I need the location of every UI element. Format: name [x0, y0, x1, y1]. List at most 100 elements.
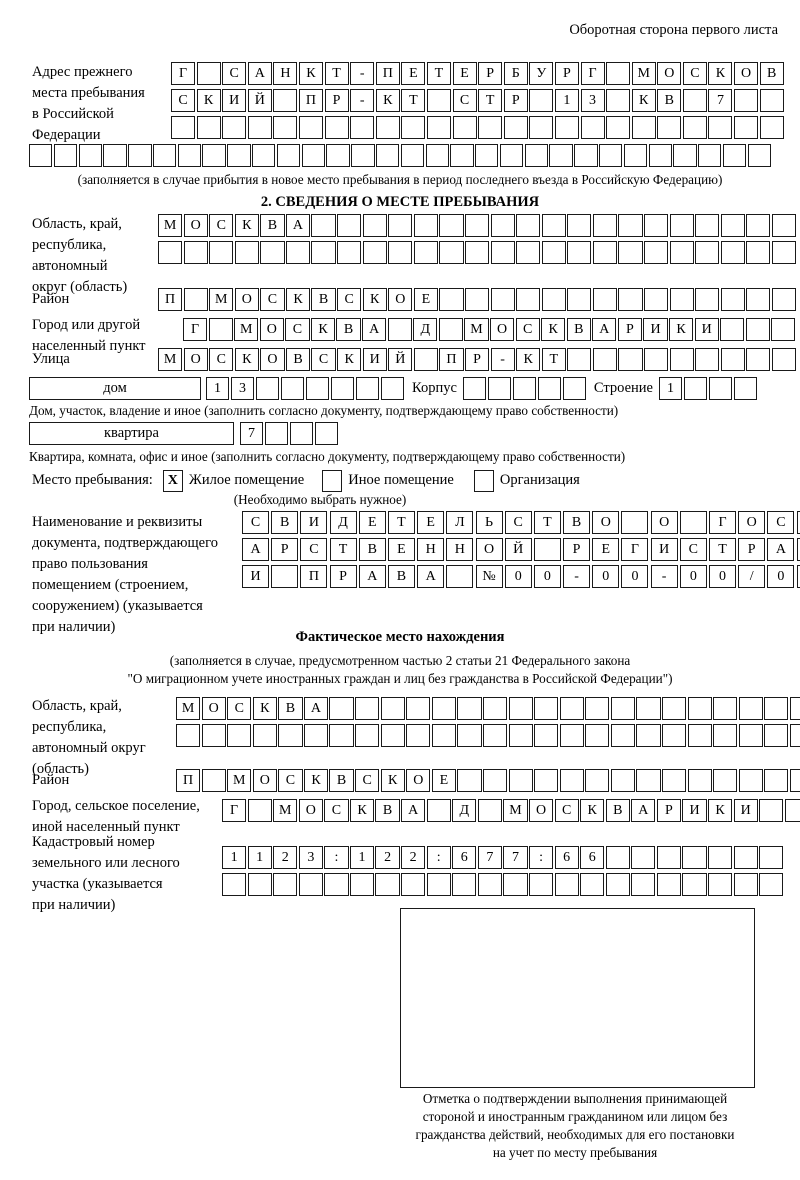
cadastral-cell-r2-21[interactable] [733, 873, 758, 896]
document-cell-r3-20[interactable]: 0 [796, 565, 800, 588]
prev-address-cell-r1-13[interactable]: Р [478, 62, 503, 85]
prev-address-cell-r4-25[interactable] [623, 144, 648, 167]
section2-street-cell-20[interactable] [643, 348, 669, 371]
prev-address-cell-r3-23[interactable] [734, 116, 759, 139]
actual-city-cell-6[interactable]: К [349, 799, 375, 822]
section2-street-cell-17[interactable] [567, 348, 592, 371]
actual-district-cell-20[interactable] [661, 769, 687, 792]
prev-address-cell-r2-13[interactable]: Т [478, 89, 503, 112]
prev-address-cell-r1-14[interactable]: Б [503, 62, 528, 85]
flat-cell-2[interactable] [265, 422, 288, 445]
cadastral-cell-r2-12[interactable] [503, 873, 528, 896]
prev-address-cell-r1-16[interactable]: Р [554, 62, 579, 85]
actual-region-cell-r1-23[interactable] [738, 697, 763, 720]
document-cell-r3-10[interactable]: 0 [504, 565, 532, 588]
section2-city-cell-6[interactable]: К [310, 318, 336, 341]
prev-address-cell-r4-4[interactable] [103, 144, 127, 167]
actual-region-cell-r2-23[interactable] [738, 724, 763, 747]
prev-address-cell-r4-11[interactable] [276, 144, 301, 167]
actual-region-cell-r1-4[interactable]: К [252, 697, 277, 720]
actual-city-cell-1[interactable]: Г [222, 799, 247, 822]
prev-address-cell-r3-22[interactable] [708, 116, 733, 139]
flat-cell-3[interactable] [290, 422, 313, 445]
actual-city-cell-15[interactable]: К [580, 799, 605, 822]
actual-region-cell-r2-16[interactable] [559, 724, 584, 747]
prev-address-cell-r2-18[interactable] [606, 89, 631, 112]
prev-address-cell-r1-17[interactable]: Г [580, 62, 605, 85]
actual-region-cell-r1-6[interactable]: А [303, 697, 329, 720]
prev-address-cell-r3-3[interactable] [222, 116, 247, 139]
actual-region-cell-r2-15[interactable] [534, 724, 559, 747]
section2-district-cell-4[interactable]: О [234, 288, 259, 311]
section2-region-cell-r1-1[interactable]: М [158, 214, 183, 237]
prev-address-cell-r1-18[interactable] [606, 62, 631, 85]
cadastral-cell-r1-2[interactable]: 1 [247, 846, 272, 869]
prev-address-cell-r3-17[interactable] [580, 116, 605, 139]
prev-address-cell-r2-6[interactable]: П [298, 89, 323, 112]
prev-address-cell-r3-7[interactable] [324, 116, 349, 139]
actual-region-cell-r1-2[interactable]: О [201, 697, 226, 720]
prev-address-cell-r2-16[interactable]: 1 [554, 89, 579, 112]
document-cell-r3-8[interactable] [446, 565, 474, 588]
document-cell-r3-5[interactable]: А [358, 565, 386, 588]
cadastral-cell-r1-6[interactable]: 1 [349, 846, 375, 869]
actual-district-cell-9[interactable]: К [380, 769, 405, 792]
actual-region-cell-r2-4[interactable] [252, 724, 277, 747]
section2-region-cell-r1-8[interactable] [337, 214, 362, 237]
actual-region-cell-r2-9[interactable] [380, 724, 405, 747]
actual-region-cell-r2-19[interactable] [636, 724, 661, 747]
section2-region-cell-r2-25[interactable] [771, 241, 797, 264]
cadastral-cell-r2-7[interactable] [375, 873, 400, 896]
document-cell-r1-12[interactable]: В [563, 511, 591, 534]
prev-address-cell-r4-18[interactable] [450, 144, 474, 167]
prev-address-cell-r2-17[interactable]: 3 [580, 89, 605, 112]
section2-district-cell-8[interactable]: С [337, 288, 362, 311]
prev-address-cell-r4-30[interactable] [747, 144, 772, 167]
section2-city-cell-2[interactable] [208, 318, 233, 341]
prev-address-cell-r4-8[interactable] [202, 144, 226, 167]
prev-address-cell-r2-3[interactable]: И [222, 89, 247, 112]
prev-address-cell-r1-5[interactable]: Н [273, 62, 298, 85]
actual-region-cell-r1-7[interactable] [329, 697, 354, 720]
prev-address-cell-r2-12[interactable]: С [452, 89, 477, 112]
document-cell-r1-15[interactable]: О [650, 511, 678, 534]
actual-district-cell-10[interactable]: О [406, 769, 431, 792]
document-cell-r3-16[interactable]: 0 [679, 565, 707, 588]
prev-address-cell-r2-15[interactable] [529, 89, 554, 112]
house-cell-7[interactable] [356, 377, 379, 400]
actual-district-cell-2[interactable] [201, 769, 226, 792]
section2-region-cell-r1-16[interactable] [541, 214, 566, 237]
actual-district-cell-7[interactable]: В [329, 769, 354, 792]
section2-street-cell-25[interactable] [771, 348, 797, 371]
cadastral-cell-r1-3[interactable]: 2 [273, 846, 298, 869]
cadastral-cell-r1-21[interactable] [733, 846, 758, 869]
section2-region-cell-r1-7[interactable] [311, 214, 336, 237]
section2-street-cell-11[interactable] [413, 348, 438, 371]
actual-city-cell-18[interactable]: Р [656, 799, 682, 822]
prev-address-cell-r1-1[interactable]: Г [171, 62, 195, 85]
actual-district-cell-24[interactable] [764, 769, 789, 792]
section2-city-cell-11[interactable] [438, 318, 463, 341]
actual-city-cell-9[interactable] [426, 799, 451, 822]
prev-address-cell-r2-23[interactable] [734, 89, 759, 112]
section2-city-cell-20[interactable]: К [668, 318, 694, 341]
section2-region-cell-r1-6[interactable]: А [285, 214, 311, 237]
actual-district-cell-6[interactable]: К [303, 769, 329, 792]
document-cell-r1-19[interactable]: С [767, 511, 795, 534]
prev-address-cell-r2-20[interactable]: В [657, 89, 682, 112]
cadastral-cell-r2-18[interactable] [656, 873, 682, 896]
prev-address-cell-r4-22[interactable] [549, 144, 573, 167]
actual-region-cell-r1-12[interactable] [457, 697, 482, 720]
section2-street-cell-4[interactable]: К [234, 348, 259, 371]
document-cell-r3-6[interactable]: В [387, 565, 415, 588]
section2-district-cell-7[interactable]: В [311, 288, 336, 311]
section2-city-cell-7[interactable]: В [336, 318, 361, 341]
cadastral-cell-r1-18[interactable] [656, 846, 682, 869]
house-cell-6[interactable] [331, 377, 354, 400]
section2-district-cell-3[interactable]: М [209, 288, 234, 311]
actual-region-row-2[interactable] [176, 724, 800, 747]
actual-city-cell-14[interactable]: С [554, 799, 579, 822]
actual-region-cell-r1-14[interactable] [508, 697, 533, 720]
section2-region-row-2[interactable] [158, 241, 797, 264]
